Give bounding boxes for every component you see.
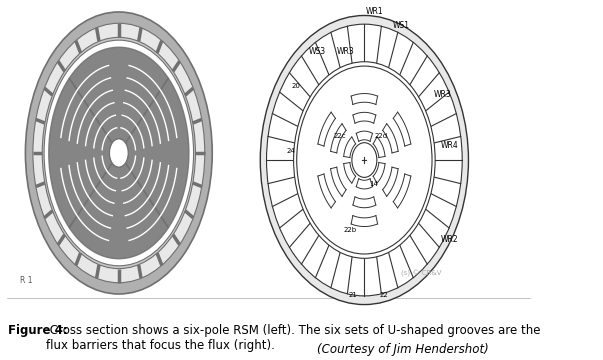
Text: 24: 24: [286, 148, 295, 154]
Text: Figure 4:: Figure 4:: [8, 324, 68, 337]
Text: 22d: 22d: [375, 133, 388, 139]
Polygon shape: [69, 47, 168, 143]
Text: 22c: 22c: [333, 133, 346, 139]
Text: WR2: WR2: [441, 235, 458, 244]
Text: Cross section shows a six-pole RSM (left). The six sets of U-shaped grooves are : Cross section shows a six-pole RSM (left…: [46, 324, 541, 352]
Ellipse shape: [25, 12, 212, 294]
Text: (Courtesy of Jim Hendershot): (Courtesy of Jim Hendershot): [317, 343, 489, 356]
Ellipse shape: [44, 40, 194, 266]
Text: WR3: WR3: [336, 47, 355, 56]
Polygon shape: [69, 163, 168, 259]
Text: WR1: WR1: [366, 6, 384, 15]
Ellipse shape: [297, 66, 432, 254]
Ellipse shape: [352, 143, 377, 177]
Ellipse shape: [260, 15, 469, 305]
Text: R 1: R 1: [20, 276, 33, 285]
Text: WR3: WR3: [434, 90, 451, 99]
Ellipse shape: [294, 62, 435, 258]
Ellipse shape: [42, 37, 195, 269]
Text: 21: 21: [349, 292, 358, 298]
Text: WR4: WR4: [441, 141, 459, 150]
Text: 22: 22: [380, 292, 389, 298]
Text: 14: 14: [370, 181, 379, 187]
Polygon shape: [125, 78, 189, 228]
Text: 22b: 22b: [344, 227, 357, 233]
Text: (s) © CR&V: (s) © CR&V: [402, 270, 442, 277]
Text: WS1: WS1: [393, 21, 409, 30]
Ellipse shape: [110, 139, 128, 167]
Text: WS3: WS3: [309, 47, 326, 56]
Text: 20: 20: [291, 83, 300, 89]
Ellipse shape: [33, 23, 205, 283]
Ellipse shape: [267, 24, 463, 296]
Polygon shape: [49, 78, 112, 228]
